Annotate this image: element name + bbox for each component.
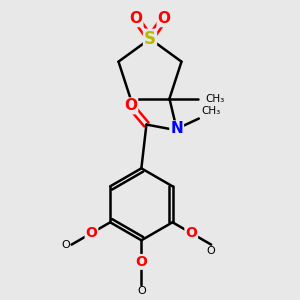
Text: N: N: [170, 122, 183, 136]
Text: O: O: [207, 246, 216, 256]
Text: S: S: [144, 30, 156, 48]
Text: O: O: [185, 226, 197, 240]
Text: O: O: [130, 11, 142, 26]
Text: O: O: [158, 11, 170, 26]
Text: CH₃: CH₃: [202, 106, 221, 116]
Text: O: O: [135, 255, 147, 269]
Text: O: O: [61, 240, 70, 250]
Text: O: O: [85, 226, 98, 240]
Text: O: O: [124, 98, 137, 113]
Text: CH₃: CH₃: [206, 94, 225, 104]
Text: O: O: [137, 286, 146, 296]
